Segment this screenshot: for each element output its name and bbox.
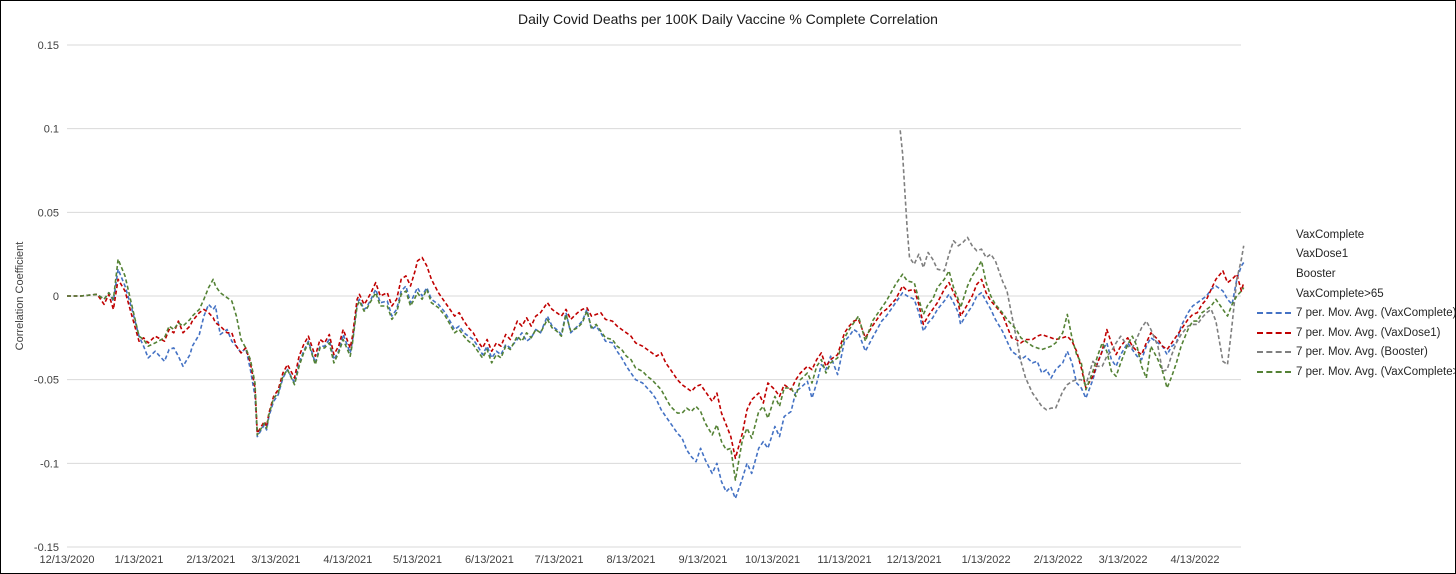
legend-item: VaxComplete>65	[1257, 284, 1455, 304]
x-tick-label: 5/13/2021	[393, 554, 442, 566]
legend-item-label: 7 per. Mov. Avg. (VaxDose1)	[1296, 326, 1441, 339]
legend-item-label: VaxComplete	[1296, 228, 1365, 241]
y-tick-label: 0.05	[38, 207, 59, 219]
legend-item-label: 7 per. Mov. Avg. (VaxComplete>65)	[1296, 365, 1455, 378]
x-tick-label: 6/13/2021	[465, 554, 514, 566]
x-tick-label: 1/13/2021	[114, 554, 163, 566]
x-tick-label: 7/13/2021	[535, 554, 584, 566]
legend-item-label: Booster	[1296, 267, 1336, 280]
series-line-7-per-mov-avg-vaxcomplete	[67, 262, 1245, 500]
x-tick-label: 3/13/2022	[1099, 554, 1148, 566]
series-line-7-per-mov-avg-vaxdose1	[67, 256, 1245, 460]
x-tick-label: 8/13/2021	[607, 554, 656, 566]
x-tick-label: 11/13/2021	[817, 554, 871, 566]
x-tick-label: 1/13/2022	[962, 554, 1011, 566]
legend-item: 7 per. Mov. Avg. (VaxComplete)	[1257, 303, 1456, 323]
legend-item: 7 per. Mov. Avg. (VaxDose1)	[1257, 323, 1455, 343]
legend-item: Booster	[1257, 264, 1455, 284]
legend-dashed-line-icon	[1257, 370, 1291, 373]
x-tick-label: 4/13/2021	[323, 554, 372, 566]
x-tick-label: 10/13/2021	[745, 554, 800, 566]
legend-dashed-line-icon	[1257, 312, 1291, 315]
legend-item-label: 7 per. Mov. Avg. (Booster)	[1296, 346, 1428, 359]
legend-item: 7 per. Mov. Avg. (VaxComplete>65)	[1257, 362, 1455, 382]
y-axis-title: Correlation Coefficient	[14, 242, 26, 351]
legend-dashed-line-icon	[1257, 331, 1291, 334]
x-tick-label: 2/13/2021	[186, 554, 235, 566]
legend-item: 7 per. Mov. Avg. (Booster)	[1257, 343, 1455, 363]
x-tick-label: 9/13/2021	[678, 554, 727, 566]
series-line-7-per-mov-avg-vaxcomplete-65	[67, 258, 1245, 481]
legend-item-label: 7 per. Mov. Avg. (VaxComplete)	[1296, 307, 1456, 320]
x-tick-label: 4/13/2022	[1171, 554, 1220, 566]
legend-item: VaxDose1	[1257, 245, 1455, 265]
legend-item-label: VaxDose1	[1296, 248, 1349, 261]
legend-item-label: VaxComplete>65	[1296, 287, 1384, 300]
y-tick-label: -0.05	[34, 375, 59, 387]
y-tick-label: 0	[53, 291, 59, 303]
y-tick-label: 0.1	[44, 124, 59, 136]
x-tick-label: 2/13/2022	[1034, 554, 1083, 566]
y-tick-label: -0.15	[34, 542, 59, 554]
legend: VaxComplete VaxDose1 Booster VaxComplete>65…	[1257, 225, 1456, 382]
chart-title: Daily Covid Deaths per 100K Daily Vaccin…	[518, 11, 938, 27]
y-tick-label: -0.1	[40, 458, 59, 470]
legend-dashed-line-icon	[1257, 351, 1291, 354]
legend-item: VaxComplete	[1257, 225, 1455, 245]
y-tick-label: 0.15	[38, 40, 59, 52]
x-tick-label: 12/13/2020	[39, 554, 94, 566]
x-tick-label: 3/13/2021	[251, 554, 300, 566]
series-line-7-per-mov-avg-booster	[899, 130, 1245, 411]
x-tick-label: 12/13/2021	[887, 554, 942, 566]
